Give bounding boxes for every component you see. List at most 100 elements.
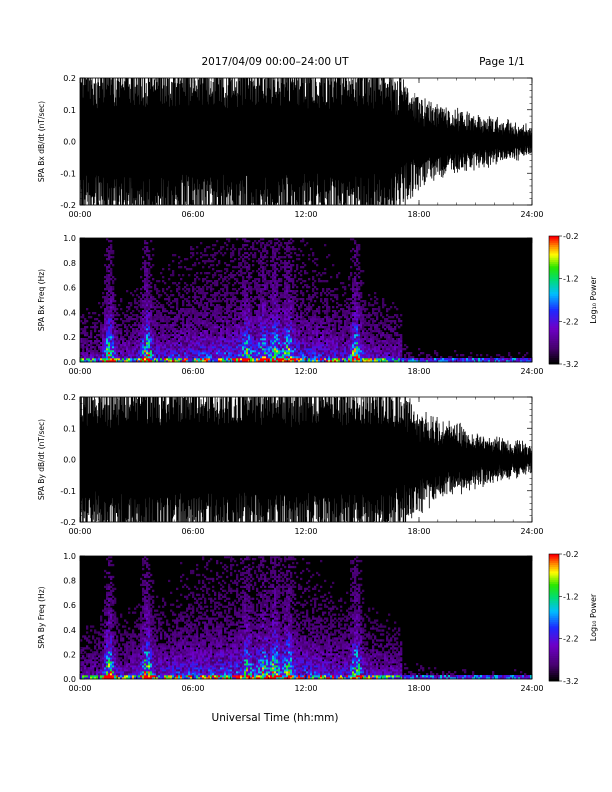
- spectrogram-cell: [254, 332, 257, 335]
- spectrogram-cell: [274, 282, 277, 285]
- spectrogram-cell: [272, 340, 275, 343]
- spectrogram-cell: [242, 334, 245, 337]
- spectrogram-cell: [242, 244, 245, 247]
- spectrogram-cell: [256, 342, 259, 345]
- spectrogram-cell: [186, 348, 189, 351]
- spectrogram-cell: [350, 332, 353, 335]
- spectrogram-cell: [360, 318, 363, 321]
- spectrogram-cell: [174, 348, 177, 351]
- spectrogram-cell: [244, 272, 247, 275]
- spectrogram-cell: [238, 358, 241, 361]
- spectrogram-cell: [114, 314, 117, 317]
- spectrogram-cell: [306, 298, 309, 301]
- spectrogram-cell: [80, 316, 83, 319]
- spectrogram-cell: [240, 340, 243, 343]
- spectrogram-cell: [104, 316, 107, 319]
- spectrogram-cell: [300, 278, 303, 281]
- spectrogram-cell: [236, 336, 239, 339]
- spectrogram-cell: [144, 274, 147, 277]
- spectrogram-cell: [298, 344, 301, 347]
- spectrogram-cell: [146, 286, 149, 289]
- spectrogram-cell: [124, 360, 127, 363]
- spectrogram-cell: [236, 314, 239, 317]
- spectrogram-cell: [234, 298, 237, 301]
- spectrogram-cell: [254, 302, 257, 305]
- spectrogram-cell: [230, 316, 233, 319]
- spectrogram-cell: [312, 344, 315, 347]
- spectrogram-cell: [90, 326, 93, 329]
- spectrogram-cell: [180, 312, 183, 315]
- spectrogram-cell: [284, 334, 287, 337]
- spectrogram-cell: [200, 312, 203, 315]
- spectrogram-cell: [276, 328, 279, 331]
- spectrogram-cell: [298, 320, 301, 323]
- spectrogram-cell: [112, 300, 115, 303]
- spectrogram-cell: [348, 350, 351, 353]
- spectrogram-cell: [116, 344, 119, 347]
- spectrogram-cell: [134, 332, 137, 335]
- spectrogram-cell: [246, 318, 249, 321]
- spectrogram-cell: [324, 330, 327, 333]
- spectrogram-cell: [350, 266, 353, 269]
- spectrogram-cell: [290, 320, 293, 323]
- spectrogram-cell: [118, 340, 121, 343]
- spectrogram-cell: [224, 360, 227, 363]
- spectrogram-cell: [330, 352, 333, 355]
- spectrogram-cell: [344, 356, 347, 359]
- spectrogram-cell: [224, 332, 227, 335]
- spectrogram-cell: [208, 350, 211, 353]
- spectrogram-cell: [126, 332, 129, 335]
- spectrogram-cell: [276, 326, 279, 329]
- spectrogram-cell: [136, 340, 139, 343]
- spectrogram-cell: [254, 316, 257, 319]
- spectrogram-cell: [104, 358, 107, 361]
- spectrogram-cell: [254, 360, 257, 363]
- spectrogram-cell: [324, 346, 327, 349]
- spectrogram-cell: [108, 322, 111, 325]
- spectrogram-cell: [268, 282, 271, 285]
- spectrogram-cell: [352, 344, 355, 347]
- spectrogram-cell: [302, 322, 305, 325]
- spectrogram-cell: [272, 326, 275, 329]
- spectrogram-cell: [274, 274, 277, 277]
- spectrogram-cell: [232, 300, 235, 303]
- spectrogram-cell: [212, 352, 215, 355]
- spectrogram-cell: [340, 332, 343, 335]
- spectrogram-cell: [312, 296, 315, 299]
- spectrogram-cell: [366, 314, 369, 317]
- spectrogram-cell: [164, 342, 167, 345]
- spectrogram-cell: [190, 312, 193, 315]
- spectrogram-cell: [328, 334, 331, 337]
- spectrogram-cell: [174, 332, 177, 335]
- spectrogram-cell: [312, 270, 315, 273]
- spectrogram-cell: [180, 328, 183, 331]
- spectrogram-cell: [154, 334, 157, 337]
- y-tick-label: 0.1: [63, 106, 76, 115]
- spectrogram-cell: [218, 334, 221, 337]
- spectrogram-cell: [192, 340, 195, 343]
- spectrogram-cell: [282, 350, 285, 353]
- spectrogram-cell: [314, 286, 317, 289]
- spectrogram-cell: [238, 354, 241, 357]
- spectrogram-cell: [344, 328, 347, 331]
- spectrogram-cell: [324, 348, 327, 351]
- spectrogram-cell: [300, 324, 303, 327]
- spectrogram-cell: [308, 356, 311, 359]
- spectrogram-cell: [128, 358, 131, 361]
- spectrogram-cell: [198, 356, 201, 359]
- spectrogram-cell: [146, 292, 149, 295]
- spectrogram-cell: [306, 284, 309, 287]
- spectrogram-cell: [128, 330, 131, 333]
- spectrogram-cell: [110, 270, 113, 273]
- spectrogram-cell: [234, 344, 237, 347]
- spectrogram-cell: [356, 340, 359, 343]
- signal-gap: [149, 78, 150, 82]
- spectrogram-cell: [260, 266, 263, 269]
- spectrogram-cell: [276, 290, 279, 293]
- spectrogram-cell: [176, 340, 179, 343]
- spectrogram-cell: [252, 324, 255, 327]
- spectrogram-cell: [114, 278, 117, 281]
- spectrogram-cell: [284, 324, 287, 327]
- spectrogram-cell: [152, 306, 155, 309]
- spectrogram-cell: [160, 330, 163, 333]
